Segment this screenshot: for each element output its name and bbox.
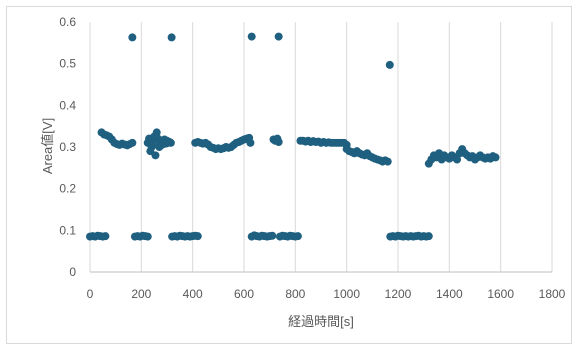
data-point — [128, 138, 137, 147]
y-tick-label: 0 — [69, 265, 76, 279]
data-point — [166, 138, 175, 147]
x-axis-ticks: 0 200 400 600 800 1000 1200 1400 1600 1800 — [87, 287, 566, 301]
data-point — [151, 151, 160, 160]
data-point — [453, 155, 462, 164]
gridlines — [89, 22, 553, 273]
y-tick-label: 0.3 — [59, 140, 76, 154]
data-point — [101, 232, 110, 241]
data-point — [128, 33, 137, 42]
data-point — [274, 138, 283, 146]
x-tick-label: 0 — [87, 287, 94, 301]
chart-frame — [6, 6, 572, 344]
x-tick-label: 1600 — [487, 287, 514, 301]
data-point — [268, 231, 277, 240]
y-tick-label: 0.1 — [59, 223, 76, 237]
data-point — [383, 157, 392, 166]
x-tick-label: 800 — [285, 287, 305, 301]
data-points — [86, 32, 500, 241]
data-point — [491, 153, 500, 162]
data-point — [246, 138, 255, 147]
x-tick-label: 400 — [183, 287, 203, 301]
x-tick-label: 200 — [131, 287, 151, 301]
x-tick-label: 1400 — [436, 287, 463, 301]
data-point — [247, 32, 256, 41]
y-axis-ticks: 0 0.1 0.2 0.3 0.4 0.5 0.6 — [59, 15, 76, 279]
data-point — [152, 128, 161, 137]
x-tick-label: 1800 — [539, 287, 566, 301]
x-tick-label: 1000 — [333, 287, 360, 301]
data-point — [274, 32, 283, 41]
data-point — [143, 232, 152, 241]
y-tick-label: 0.6 — [59, 15, 76, 29]
y-tick-label: 0.2 — [59, 182, 76, 196]
data-point — [167, 33, 176, 42]
x-tick-label: 600 — [234, 287, 254, 301]
data-point — [193, 232, 202, 241]
y-tick-label: 0.5 — [59, 57, 76, 71]
data-point — [424, 232, 433, 241]
y-tick-label: 0.4 — [59, 98, 76, 112]
y-axis-title: Area値[V] — [40, 118, 55, 174]
x-tick-label: 1200 — [385, 287, 412, 301]
x-axis-title: 経過時間[s] — [288, 314, 354, 329]
data-point — [385, 60, 394, 69]
data-point — [293, 232, 302, 241]
